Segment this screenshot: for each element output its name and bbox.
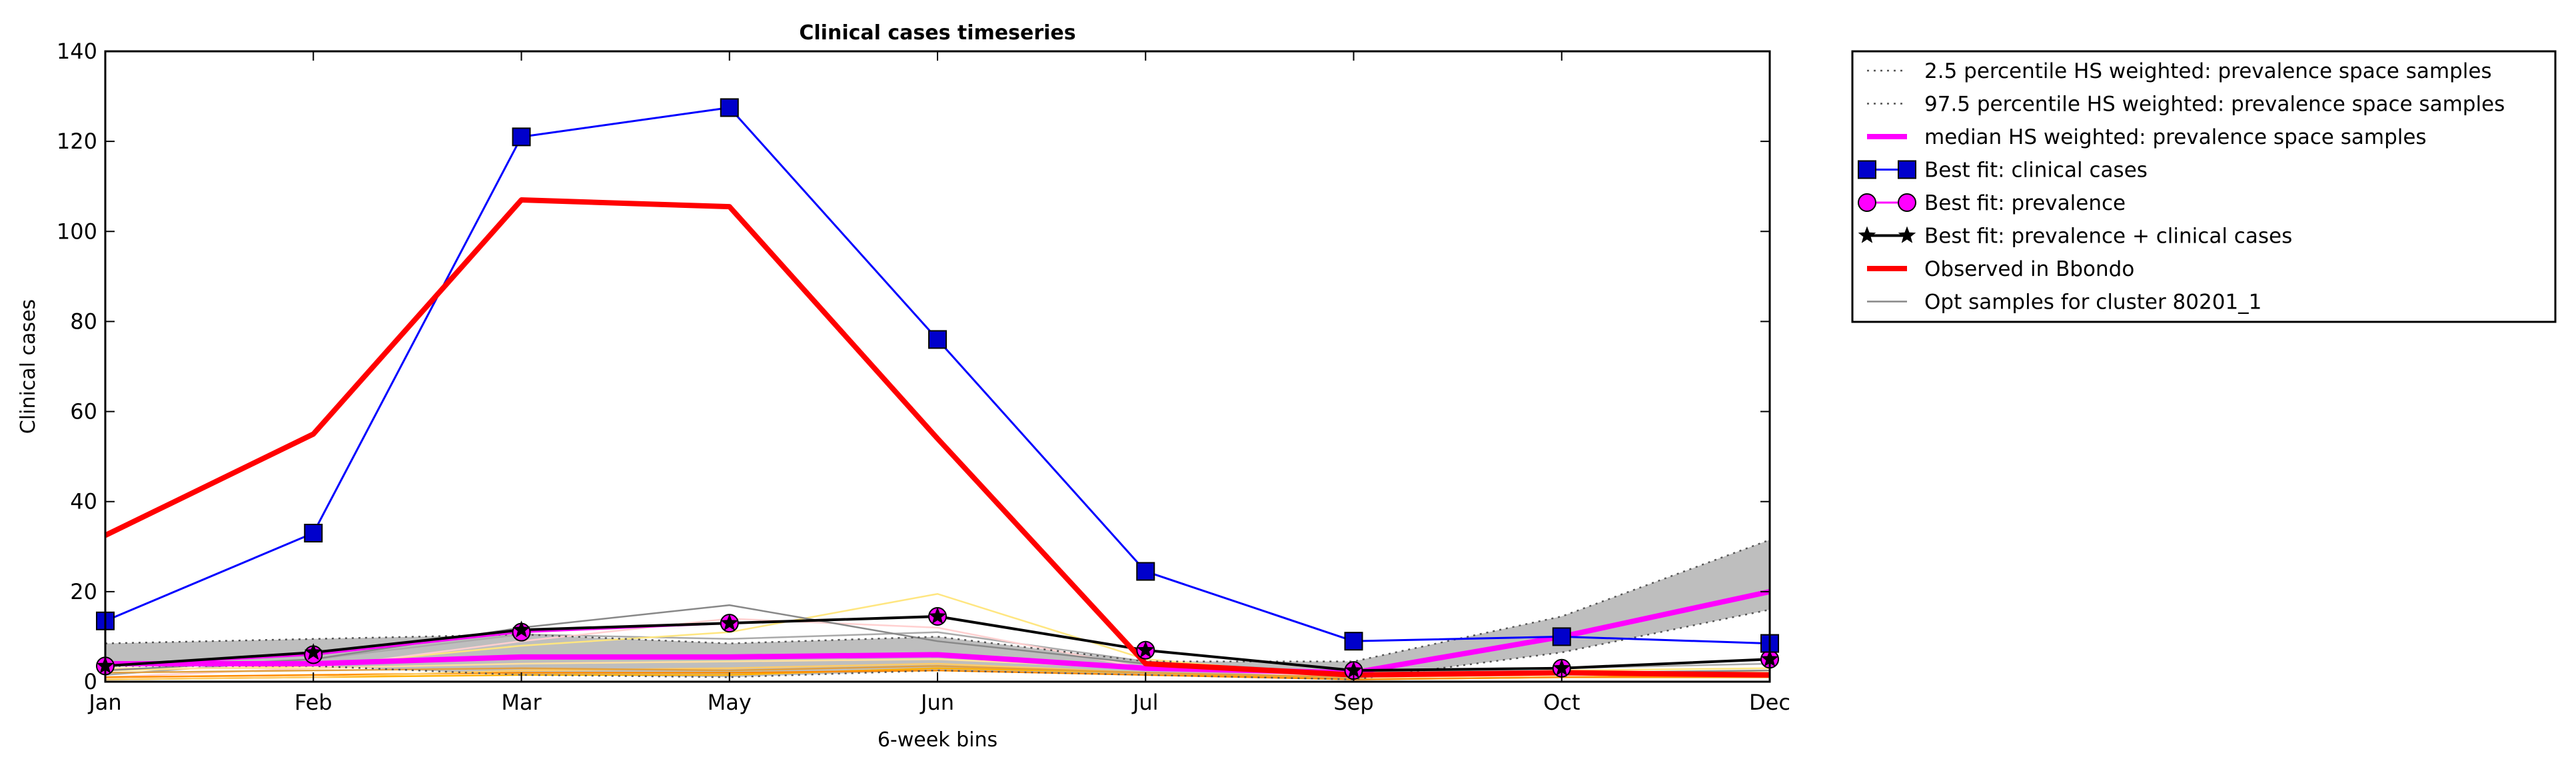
series-line-3 <box>105 588 1770 676</box>
legend-label-3: median HS weighted: prevalence space sam… <box>1924 125 2427 149</box>
series-6-point-6 <box>1136 640 1155 658</box>
series-6-point-5 <box>928 607 947 624</box>
series-4-point-4 <box>720 98 739 117</box>
legend-label-7: Observed in Bbondo <box>1924 257 2134 281</box>
series-6-point-7 <box>1345 661 1363 678</box>
legend-marker-5-a <box>1858 193 1876 212</box>
series-4-point-2 <box>304 524 323 543</box>
y-tick-label-7: 120 <box>57 129 97 154</box>
series-6-point-4 <box>720 614 739 631</box>
x-tick-label-6: Jul <box>1131 690 1159 715</box>
legend-marker-4-a <box>1858 160 1876 179</box>
legend-label-4: Best fit: clinical cases <box>1924 159 2148 183</box>
axes: Jan Feb Mar May Jun Jul Sep Oct Dec 0 20 40 60 80 100 1… <box>57 39 1790 715</box>
series-4-point-5 <box>928 330 947 349</box>
legend-marker-6-a <box>1858 226 1876 243</box>
legend-label-6: Best fit: prevalence + clinical cases <box>1924 225 2292 249</box>
chart-title: Clinical cases timeseries <box>799 21 1075 45</box>
legend-marker-6-b <box>1898 226 1916 243</box>
y-tick-label-3: 40 <box>70 489 97 514</box>
legend-label-8: Opt samples for cluster 80201_1 <box>1924 291 2261 315</box>
y-tick-label-8: 140 <box>57 39 97 64</box>
series-6-point-3 <box>512 620 530 638</box>
x-axis-label: 6-week bins <box>878 728 997 752</box>
series-6-point-2 <box>304 643 322 660</box>
legend: 2.5 percentile HS weighted: prevalence s… <box>1851 50 2557 323</box>
y-axis-label: Clinical cases <box>17 299 40 434</box>
series-4-point-3 <box>512 127 531 147</box>
legend-label-5: Best fit: prevalence <box>1924 191 2126 215</box>
x-tick-label-4: May <box>708 690 752 715</box>
x-tick-label-5: Jun <box>920 690 954 715</box>
y-tick-label-5: 80 <box>70 309 97 334</box>
series-6-point-8 <box>1553 658 1571 676</box>
x-tick-label-9: Dec <box>1749 690 1790 715</box>
x-tick-label-3: Mar <box>501 690 542 715</box>
series-4-point-7 <box>1344 632 1363 651</box>
legend-box <box>1851 50 2557 323</box>
y-tick-label-6: 100 <box>57 219 97 244</box>
legend-marker-4-b <box>1898 160 1916 179</box>
legend-marker-5-b <box>1898 193 1916 212</box>
x-tick-label-7: Sep <box>1333 690 1373 715</box>
legend-label-1: 2.5 percentile HS weighted: prevalence s… <box>1924 59 2492 83</box>
x-tick-label-8: Oct <box>1543 690 1580 715</box>
x-tick-label-1: Jan <box>87 690 121 715</box>
x-tick-label-2: Feb <box>295 690 332 715</box>
percentile-band <box>105 540 1770 680</box>
y-tick-label-1: 0 <box>84 669 97 694</box>
series-4-point-6 <box>1136 562 1155 581</box>
percentile-band-fill <box>105 540 1770 680</box>
series-4-point-8 <box>1552 627 1571 646</box>
y-tick-label-4: 60 <box>70 399 97 424</box>
series-line-7 <box>104 197 1770 678</box>
legend-label-2: 97.5 percentile HS weighted: prevalence … <box>1924 93 2505 117</box>
y-tick-label-2: 20 <box>70 579 97 604</box>
